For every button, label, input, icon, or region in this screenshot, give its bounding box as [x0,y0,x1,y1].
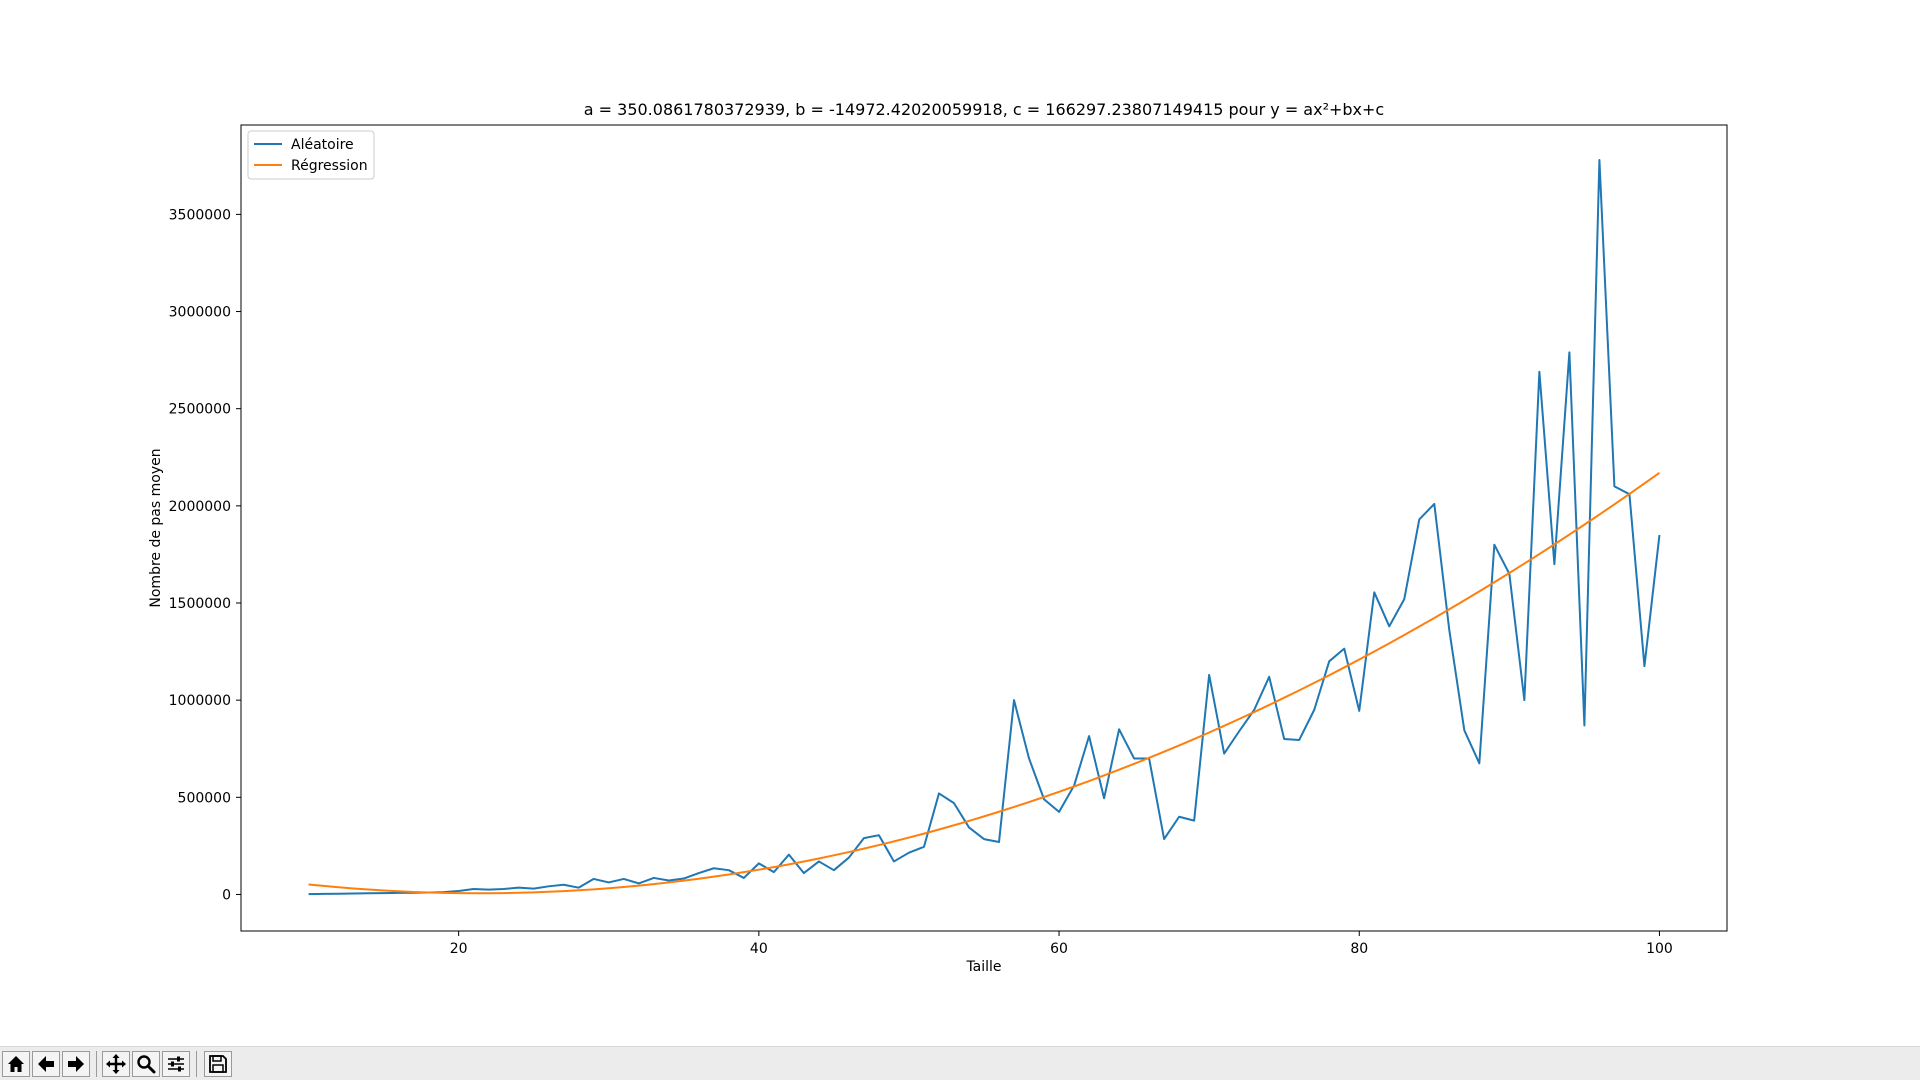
x-tick-label: 20 [450,941,468,957]
y-tick-label: 0 [222,887,231,903]
y-tick-label: 1500000 [169,596,231,612]
plot-area [241,125,1727,931]
x-tick-label: 40 [750,941,768,957]
sliders-icon [168,1056,184,1072]
figure-canvas: 20 40 60 80 100 0 500000 1000000 1500000 2000000 2… [148,100,1728,975]
y-axis-label: Nombre de pas moyen [148,448,164,607]
x-axis-label: Taille [965,959,1001,975]
back-button[interactable] [32,1051,60,1077]
y-tick-label: 500000 [178,790,231,806]
series-line-regression [308,472,1661,895]
x-tick-label: 60 [1050,941,1068,957]
pan-button[interactable] [102,1051,130,1077]
arrow-left-icon [38,1056,54,1072]
y-tick-label: 2000000 [169,499,231,515]
home-icon [8,1056,24,1072]
chart-title: a = 350.0861780372939, b = -14972.420200… [584,100,1384,119]
series-line-aleatoire [308,158,1661,896]
configure-subplots-button[interactable] [162,1051,190,1077]
arrow-right-icon [68,1056,84,1072]
y-tick-label: 2500000 [169,402,231,418]
axes-frame [240,124,1728,932]
toolbar-separator [196,1051,197,1077]
home-button[interactable] [2,1051,30,1077]
y-tick-label: 1000000 [169,693,231,709]
navigation-toolbar [0,1046,1920,1080]
magnifier-icon [137,1055,156,1074]
legend-entry: Aléatoire [291,137,354,153]
save-button[interactable] [204,1051,232,1077]
floppy-disk-icon [209,1055,227,1073]
y-tick-label: 3500000 [169,207,231,223]
y-tick-label: 3000000 [169,305,231,321]
forward-button[interactable] [62,1051,90,1077]
x-tick-label: 80 [1350,941,1368,957]
legend-entry: Régression [291,158,368,174]
toolbar-separator [96,1051,97,1077]
x-tick-label: 100 [1646,941,1673,957]
move-icon [106,1054,126,1074]
chart: 20 40 60 80 100 0 500000 1000000 1500000 2000000 2… [148,100,1728,975]
zoom-button[interactable] [132,1051,160,1077]
